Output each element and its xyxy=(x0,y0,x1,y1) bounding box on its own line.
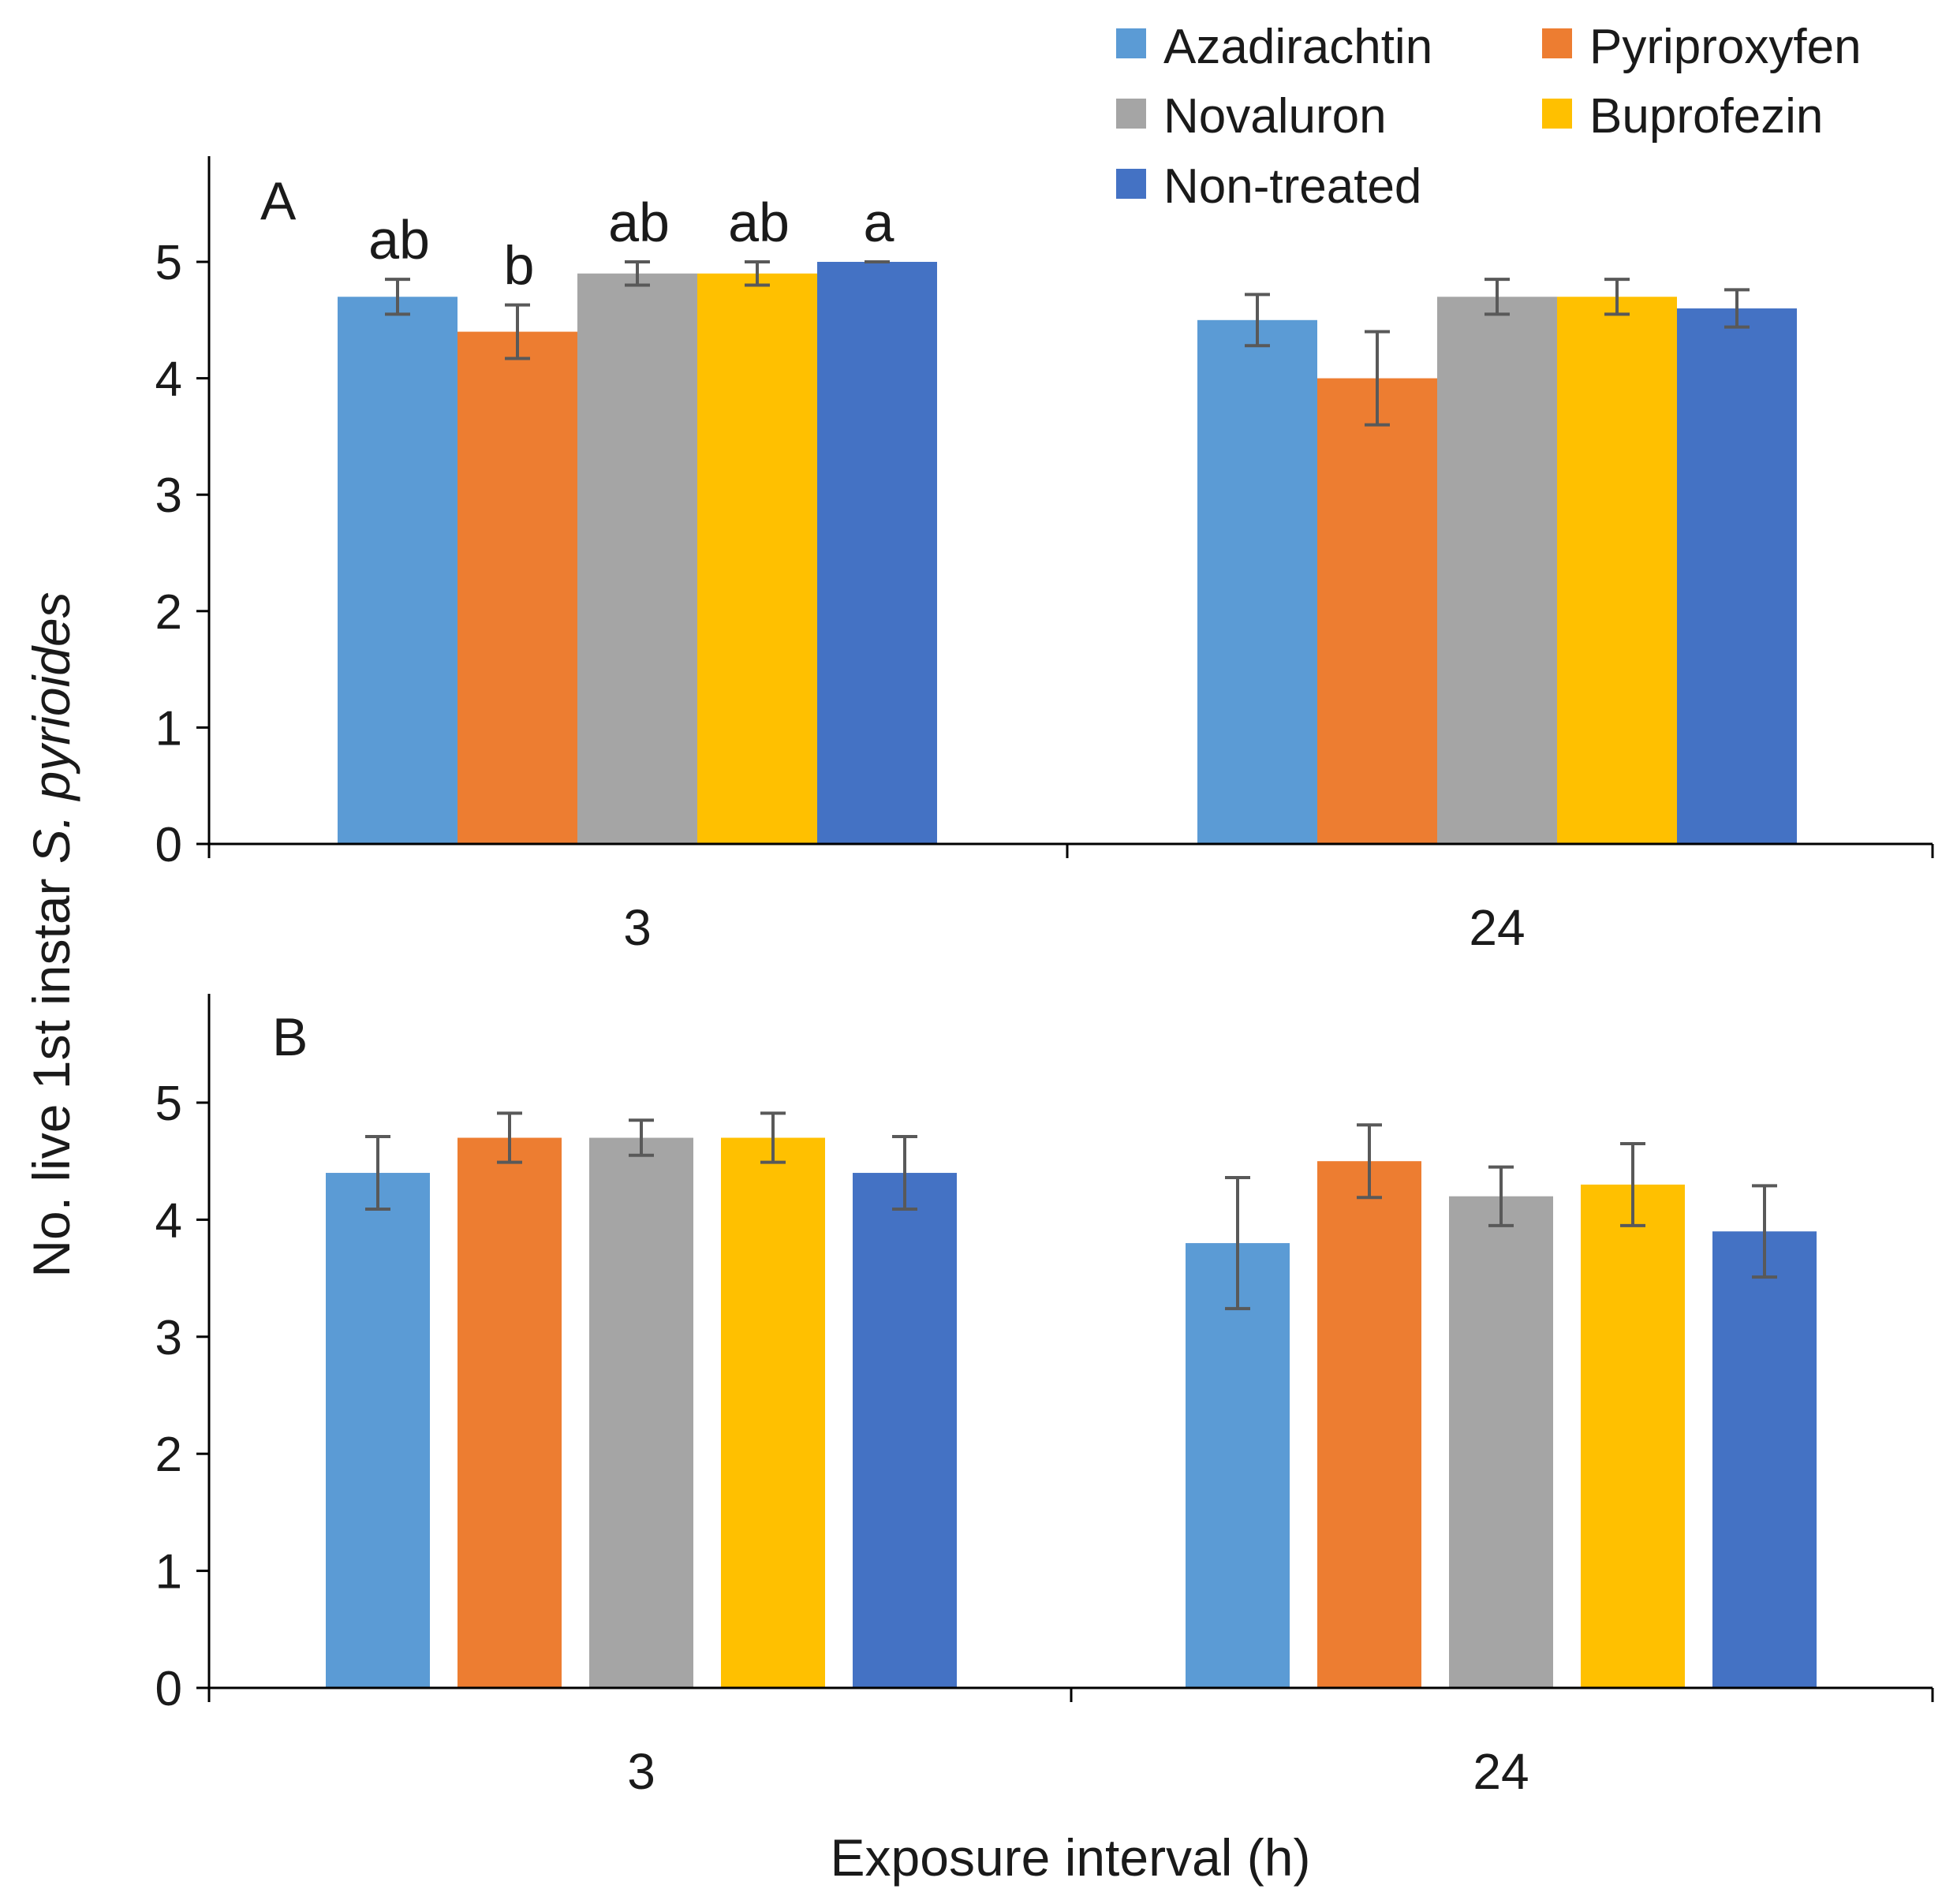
panel-a-x-ticks: 3 24 xyxy=(207,844,1934,956)
legend-swatch-buprofezin xyxy=(1542,99,1572,129)
panel-b-bars xyxy=(326,1137,1817,1688)
error-bar-panel-b-novaluron-3 xyxy=(629,1118,654,1157)
bar-panel-b-non-treated-24 xyxy=(1712,1231,1817,1688)
bar-panel-a-buprofezin-24 xyxy=(1557,297,1677,844)
error-bar-panel-a-azadirachtin-24 xyxy=(1245,293,1270,348)
y-axis-title: No. live 1st instar S. pyrioides xyxy=(22,592,80,1277)
bar-panel-a-buprofezin-3 xyxy=(697,273,817,844)
legend-swatch-non-treated xyxy=(1116,169,1146,199)
panel-b-y-ticks: 0 1 2 3 4 5 xyxy=(155,1077,209,1716)
significance-letter-panel-a-novaluron-3: ab xyxy=(608,192,670,253)
legend-label-buprofezin: Buprofezin xyxy=(1589,89,1823,144)
y-axis-title-text: No. live 1st instar xyxy=(22,864,80,1278)
panel-a-y-tick-label-0: 0 xyxy=(155,818,182,872)
significance-letter-panel-a-pyriproxyfen-3: b xyxy=(504,235,535,297)
panel-a-y-tick-label-1: 1 xyxy=(155,701,182,756)
bar-panel-b-pyriproxyfen-3 xyxy=(457,1137,562,1688)
legend-item-novaluron: Novaluron xyxy=(1116,89,1387,144)
y-axis-title-species: S. pyrioides xyxy=(22,592,80,864)
panel-b-x-ticks: 3 24 xyxy=(207,1688,1934,1800)
legend: Azadirachtin Pyriproxyfen Novaluron Bupr… xyxy=(1116,20,1862,214)
panel-a-y-tick-label-5: 5 xyxy=(155,236,182,290)
bar-panel-b-pyriproxyfen-24 xyxy=(1317,1161,1421,1688)
panel-b-error-bars xyxy=(365,1111,1777,1311)
panel-a-error-bars xyxy=(385,260,1750,427)
error-bar-panel-a-pyriproxyfen-3 xyxy=(505,303,530,360)
panel-a-y-tick-label-4: 4 xyxy=(155,353,182,407)
panel-a-y-tick-label-2: 2 xyxy=(155,585,182,640)
panel-a-bars xyxy=(338,262,1797,845)
legend-item-non-treated: Non-treated xyxy=(1116,159,1421,214)
panel-a-label: A xyxy=(260,171,297,231)
bar-panel-a-azadirachtin-3 xyxy=(338,297,457,844)
legend-swatch-pyriproxyfen xyxy=(1542,28,1572,58)
significance-letter-panel-a-buprofezin-3: ab xyxy=(728,192,790,253)
panel-b-x-tick-label-24: 24 xyxy=(1473,1743,1529,1800)
bar-panel-b-non-treated-3 xyxy=(853,1173,957,1688)
panel-a-y-tick-label-3: 3 xyxy=(155,469,182,523)
panel-a-y-ticks: 0 1 2 3 4 5 xyxy=(155,236,209,872)
legend-swatch-azadirachtin xyxy=(1116,28,1146,58)
error-bar-panel-b-novaluron-24 xyxy=(1488,1165,1514,1227)
legend-item-buprofezin: Buprofezin xyxy=(1542,89,1823,144)
bar-panel-a-pyriproxyfen-3 xyxy=(457,331,577,844)
legend-label-non-treated: Non-treated xyxy=(1163,159,1421,214)
bar-panel-b-azadirachtin-24 xyxy=(1186,1243,1290,1688)
bar-panel-a-pyriproxyfen-24 xyxy=(1317,378,1437,845)
error-bar-panel-b-pyriproxyfen-3 xyxy=(497,1111,522,1164)
error-bar-panel-a-pyriproxyfen-24 xyxy=(1365,330,1390,427)
bar-panel-b-novaluron-3 xyxy=(589,1137,693,1688)
error-bar-panel-b-azadirachtin-24 xyxy=(1225,1175,1250,1311)
panel-b-label: B xyxy=(272,1007,308,1067)
legend-item-pyriproxyfen: Pyriproxyfen xyxy=(1542,20,1862,74)
bar-panel-a-novaluron-24 xyxy=(1437,297,1557,844)
error-bar-panel-a-novaluron-24 xyxy=(1485,278,1510,316)
legend-item-azadirachtin: Azadirachtin xyxy=(1116,20,1432,74)
bar-panel-b-azadirachtin-3 xyxy=(326,1173,430,1688)
legend-label-pyriproxyfen: Pyriproxyfen xyxy=(1589,20,1862,74)
error-bar-panel-b-pyriproxyfen-24 xyxy=(1357,1123,1382,1200)
panel-a-x-tick-label-3: 3 xyxy=(623,899,652,956)
error-bar-panel-a-non-treated-24 xyxy=(1724,288,1750,329)
significance-letter-panel-a-azadirachtin-3: ab xyxy=(368,209,430,271)
panel-a-significance-letters: ab bab ab a xyxy=(368,192,894,297)
error-bar-panel-b-buprofezin-3 xyxy=(760,1111,786,1164)
panel-b-y-tick-label-3: 3 xyxy=(155,1311,182,1365)
error-bar-panel-a-novaluron-3 xyxy=(625,260,650,287)
bar-panel-b-novaluron-24 xyxy=(1449,1196,1553,1688)
bar-panel-a-non-treated-3 xyxy=(817,262,937,844)
panel-b-y-tick-label-2: 2 xyxy=(155,1428,182,1482)
error-bar-panel-a-azadirachtin-3 xyxy=(385,278,410,316)
bar-panel-b-buprofezin-24 xyxy=(1581,1184,1685,1688)
legend-label-novaluron: Novaluron xyxy=(1163,89,1387,144)
error-bar-panel-b-non-treated-24 xyxy=(1752,1184,1777,1279)
panel-b-y-tick-label-1: 1 xyxy=(155,1545,182,1600)
bar-panel-a-azadirachtin-24 xyxy=(1197,319,1317,844)
panel-b: B 0 1 2 3 4 5 3 24 xyxy=(155,994,1934,1800)
panel-b-y-tick-label-0: 0 xyxy=(155,1662,182,1716)
bar-panel-a-non-treated-24 xyxy=(1677,308,1797,844)
error-bar-panel-b-azadirachtin-3 xyxy=(365,1135,390,1211)
x-axis-title: Exposure interval (h) xyxy=(831,1828,1311,1887)
panel-b-y-tick-label-5: 5 xyxy=(155,1077,182,1131)
bar-panel-a-novaluron-3 xyxy=(577,273,697,844)
error-bar-panel-a-buprofezin-24 xyxy=(1604,278,1630,316)
error-bar-panel-a-buprofezin-3 xyxy=(745,260,770,287)
legend-swatch-novaluron xyxy=(1116,99,1146,129)
error-bar-panel-b-buprofezin-24 xyxy=(1620,1141,1645,1227)
legend-label-azadirachtin: Azadirachtin xyxy=(1163,20,1432,74)
bar-panel-b-buprofezin-3 xyxy=(721,1137,825,1688)
panel-b-x-tick-label-3: 3 xyxy=(627,1743,655,1800)
significance-letter-panel-a-non-treated-3: a xyxy=(864,192,894,253)
panel-a-x-tick-label-24: 24 xyxy=(1469,899,1525,956)
error-bar-panel-b-non-treated-3 xyxy=(892,1135,917,1211)
panel-b-y-tick-label-4: 4 xyxy=(155,1193,182,1248)
